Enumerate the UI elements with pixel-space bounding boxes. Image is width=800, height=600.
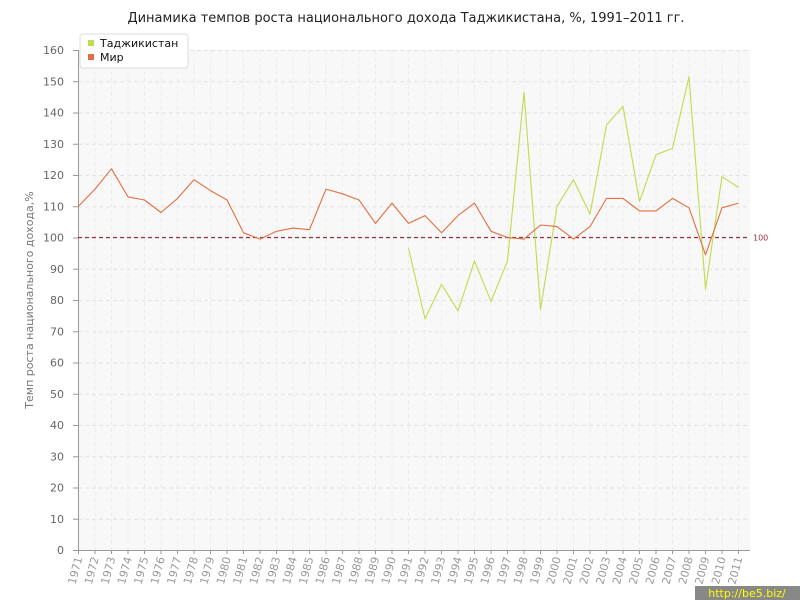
y-tick-label: 120: [43, 169, 64, 182]
axes: [73, 50, 750, 554]
y-tick-label: 30: [50, 450, 64, 463]
series-group: [78, 76, 739, 320]
y-tick-label: 10: [50, 513, 64, 526]
legend-swatch-tajikistan: [88, 40, 94, 46]
watermark-box: [695, 586, 800, 600]
legend-swatch-world: [88, 54, 94, 60]
series-line-tajikistan: [407, 76, 739, 320]
y-axis-label: Темп роста национального дохода,%: [23, 191, 36, 409]
y-tick-label: 150: [43, 75, 64, 88]
y-tick-label: 100: [43, 232, 64, 245]
y-tick-label: 20: [50, 482, 64, 495]
y-tick-label: 130: [43, 138, 64, 151]
reference-line-label: 100: [753, 234, 768, 243]
y-tick-label: 160: [43, 44, 64, 57]
y-tick-label: 0: [57, 544, 64, 557]
chart-title: Динамика темпов роста национального дохо…: [127, 11, 684, 26]
x-tick-labels: 1971197219731974197519761977197819791980…: [66, 555, 746, 585]
reference-line-group: 100: [78, 234, 768, 243]
legend: Таджикистан Мир: [79, 33, 189, 69]
y-tick-label: 90: [50, 263, 64, 276]
y-tick-label: 50: [50, 388, 64, 401]
watermark[interactable]: http://be5.biz/: [708, 587, 786, 600]
legend-label-tajikistan: Таджикистан: [99, 37, 178, 50]
legend-box: [79, 33, 189, 69]
y-tick-label: 60: [50, 357, 64, 370]
y-tick-label: 110: [43, 200, 64, 213]
legend-label-world: Мир: [100, 51, 124, 64]
series-line-world: [78, 168, 739, 256]
y-tick-label: 40: [50, 419, 64, 432]
y-tick-labels: 0 10 20 30 40 50 60 70 80 90 100 110 120 130 140 150 160: [43, 44, 64, 557]
y-tick-label: 140: [43, 107, 64, 120]
y-tick-label: 80: [50, 294, 64, 307]
y-tick-label: 70: [50, 325, 64, 338]
